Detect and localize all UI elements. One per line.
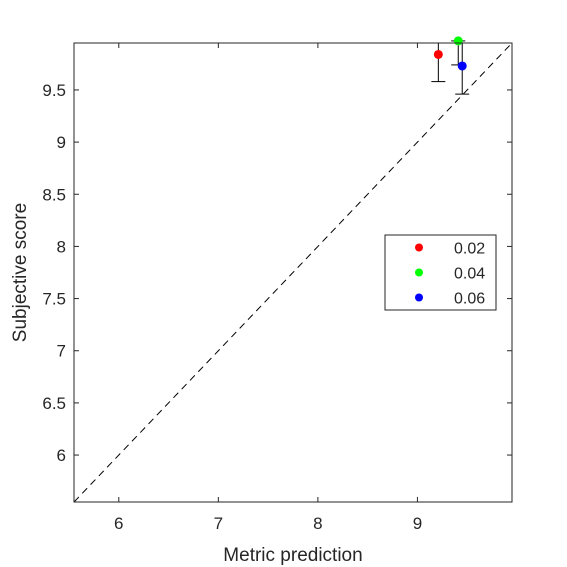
y-tick-label: 6.5	[42, 394, 66, 413]
legend-marker	[415, 293, 423, 302]
x-axis-ticks: 6 7 8 9	[114, 43, 422, 533]
y-tick-label: 9	[57, 133, 66, 152]
legend-box	[384, 234, 497, 311]
y-tick-label: 8.5	[42, 185, 66, 204]
x-tick-label: 9	[413, 514, 422, 533]
series-layer	[431, 36, 470, 95]
legend-marker	[415, 268, 423, 277]
legend-label: 0.02	[454, 241, 485, 258]
legend-marker	[415, 243, 423, 252]
y-tick-label: 8	[57, 237, 66, 256]
reference-diagonal-line	[73, 42, 513, 503]
x-tick-label: 7	[214, 514, 223, 533]
y-axis-ticks: 6 6.5 7 7.5 8 8.5 9 9.5	[42, 81, 512, 465]
y-tick-label: 7.5	[42, 290, 66, 309]
data-point	[457, 61, 467, 71]
y-tick-label: 9.5	[42, 81, 66, 100]
y-tick-label: 7	[57, 342, 66, 361]
y-axis-label: Subjective score	[10, 203, 31, 342]
data-point	[433, 49, 443, 59]
legend-label: 0.06	[454, 291, 485, 308]
y-tick-label: 6	[57, 446, 66, 465]
x-axis-label: Metric prediction	[223, 545, 362, 566]
legend: 0.02 0.04 0.06	[384, 234, 497, 311]
legend-label: 0.04	[454, 266, 485, 283]
x-tick-label: 6	[114, 514, 123, 533]
data-point	[453, 36, 463, 46]
plot-frame	[73, 42, 513, 503]
x-tick-label: 8	[313, 514, 322, 533]
